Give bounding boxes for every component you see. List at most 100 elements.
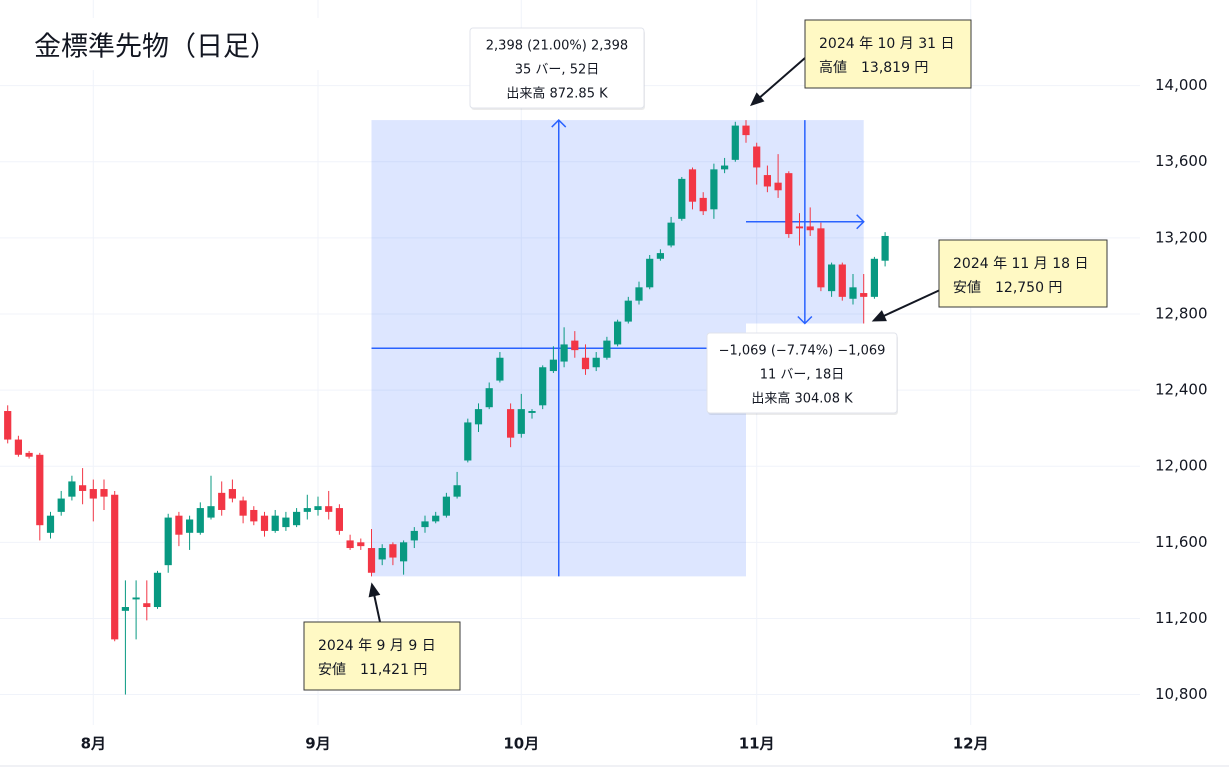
candle-body: [485, 388, 493, 408]
candle-body: [164, 517, 172, 566]
candle-body: [314, 506, 322, 510]
candle-body: [250, 509, 258, 522]
candle-body: [260, 515, 269, 531]
candle-body: [635, 287, 643, 301]
callout-head: [871, 310, 887, 322]
candle-body: [742, 125, 750, 136]
candle-body: [849, 287, 857, 299]
candle-body: [282, 517, 290, 528]
x-tick-label: 10月: [503, 735, 539, 753]
candle-body: [218, 492, 226, 510]
callout-head: [368, 582, 381, 598]
candle-body: [57, 498, 65, 512]
candle-body: [89, 489, 97, 499]
candle-body: [721, 165, 729, 170]
candle-body: [592, 357, 600, 368]
candle-body: [656, 253, 664, 259]
candle-body: [806, 226, 814, 231]
y-tick-label: 13,200: [1155, 228, 1208, 246]
candle-body: [785, 173, 793, 235]
candle-body: [100, 489, 108, 497]
candle-body: [132, 597, 140, 600]
title-bg: [0, 18, 320, 70]
candle-body: [528, 411, 536, 413]
candle-body: [464, 422, 472, 461]
chart-title: 金標準先物（日足）: [34, 32, 277, 63]
candle-body: [4, 411, 12, 440]
candle-body: [79, 485, 87, 491]
candle-body: [121, 607, 129, 611]
y-tick-label: 10,800: [1155, 685, 1208, 703]
candle-body: [688, 169, 697, 202]
candle-body: [795, 226, 804, 229]
candle-body: [335, 508, 343, 531]
measure-text: 出来高 872.85 K: [506, 86, 608, 102]
candle-body: [346, 540, 354, 549]
candle-body: [303, 508, 311, 512]
candle-body: [46, 515, 55, 533]
candle-body: [389, 544, 397, 558]
candle-body: [36, 454, 44, 526]
x-tick-label: 8月: [81, 735, 106, 753]
measure-box: [469, 27, 645, 109]
candle-body: [196, 508, 204, 533]
arrow-head: [797, 315, 813, 325]
candle-body: [710, 169, 718, 210]
y-tick-label: 11,600: [1155, 533, 1208, 551]
candle-body: [860, 293, 868, 297]
candle-body: [442, 496, 450, 516]
candle-body: [774, 182, 782, 191]
candle-body: [763, 175, 771, 187]
candle-body: [378, 548, 386, 560]
candle-body: [539, 367, 547, 406]
candle-body: [228, 489, 236, 499]
candle-body: [367, 548, 376, 573]
measure-text: 11 バー, 18日: [760, 368, 844, 383]
candle-body: [603, 340, 611, 358]
candle-body: [25, 452, 33, 457]
candle-body: [549, 359, 557, 372]
candle-body: [186, 519, 194, 533]
candle-body: [453, 485, 461, 497]
callout-text: 2024 年 10 月 31 日: [819, 36, 955, 52]
callout-head: [750, 92, 765, 107]
callout-text: 安値 11,421 円: [318, 662, 427, 678]
candle-body: [828, 264, 836, 292]
candle-body: [571, 340, 579, 351]
candle-body: [678, 178, 686, 219]
candle-body: [111, 494, 119, 640]
candle-body: [581, 357, 590, 370]
candle-body: [143, 603, 151, 608]
y-tick-label: 13,600: [1155, 152, 1208, 170]
candle-body: [517, 409, 525, 434]
y-tick-label: 12,000: [1155, 457, 1208, 475]
y-tick-label: 12,800: [1155, 304, 1208, 322]
candle-body: [881, 235, 889, 261]
x-tick-label: 11月: [739, 735, 775, 753]
candle-body: [271, 515, 279, 531]
candle-body: [667, 222, 675, 246]
x-tick-label: 12月: [953, 735, 989, 753]
callout-line: [753, 57, 806, 103]
candle-body: [699, 197, 707, 212]
candle-body: [838, 264, 846, 297]
candle-body: [400, 542, 408, 562]
candle-body: [325, 506, 333, 512]
candles: [4, 120, 889, 695]
callout-text: 安値 12,750 円: [953, 280, 1062, 296]
candle-body: [474, 409, 483, 425]
measure-box: [706, 332, 898, 414]
candle-body: [817, 228, 825, 288]
candle-body: [614, 321, 622, 345]
candle-body: [432, 515, 440, 522]
candle-body: [357, 542, 365, 547]
measure-text: 35 バー, 52日: [515, 63, 599, 78]
candle-body: [410, 530, 418, 541]
x-tick-label: 9月: [305, 735, 330, 753]
candle-body: [421, 521, 429, 528]
candle-body: [153, 572, 162, 608]
candle-body: [507, 409, 515, 438]
